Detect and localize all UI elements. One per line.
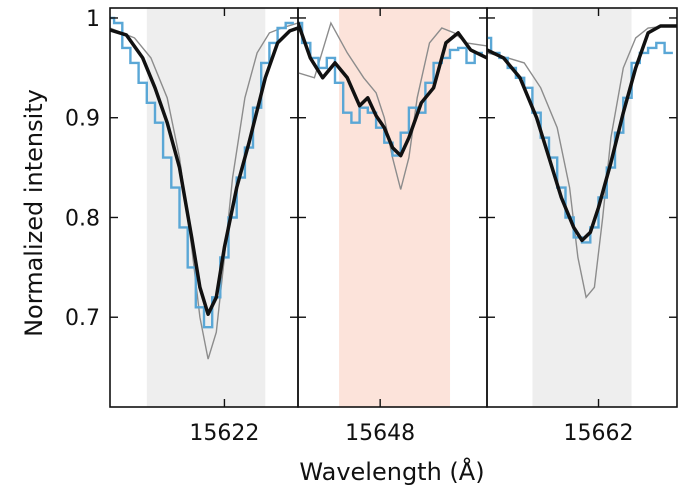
panel-plot-area [110, 8, 298, 407]
panel-frame [486, 7, 678, 408]
y-tick-label: 1 [86, 7, 100, 32]
model-line [110, 22, 298, 360]
highlight-band [339, 8, 451, 407]
x-axis-title: Wavelength (Å) [299, 457, 484, 486]
fit-line [298, 21, 487, 158]
panel-plot-area [487, 8, 677, 407]
panel-3: 15662 [486, 7, 678, 446]
fit-line [110, 26, 298, 316]
y-axis-title: Normalized intensity [20, 89, 48, 337]
model-line [487, 24, 677, 299]
observed-step-line [298, 21, 483, 157]
model-line [298, 21, 487, 190]
y-tick-label: 0.9 [65, 107, 100, 132]
panel-2: 15648 [297, 7, 488, 446]
fit-line [487, 24, 677, 243]
observed-step-line [110, 16, 294, 329]
y-tick-label: 0.7 [65, 306, 100, 331]
highlight-band [532, 8, 632, 407]
highlight-band [146, 8, 266, 407]
panel-plot-area [298, 8, 487, 407]
chart-panels: 15622 15648 15662 [109, 7, 678, 446]
x-tick-label: 15662 [564, 421, 634, 446]
x-tick-label: 15622 [189, 421, 259, 446]
x-tick-label: 15648 [345, 421, 415, 446]
y-tick-label: 0.8 [65, 206, 100, 231]
y-axis: 0.7 0.8 0.9 1 [65, 7, 100, 331]
panel-1: 15622 [109, 7, 299, 446]
